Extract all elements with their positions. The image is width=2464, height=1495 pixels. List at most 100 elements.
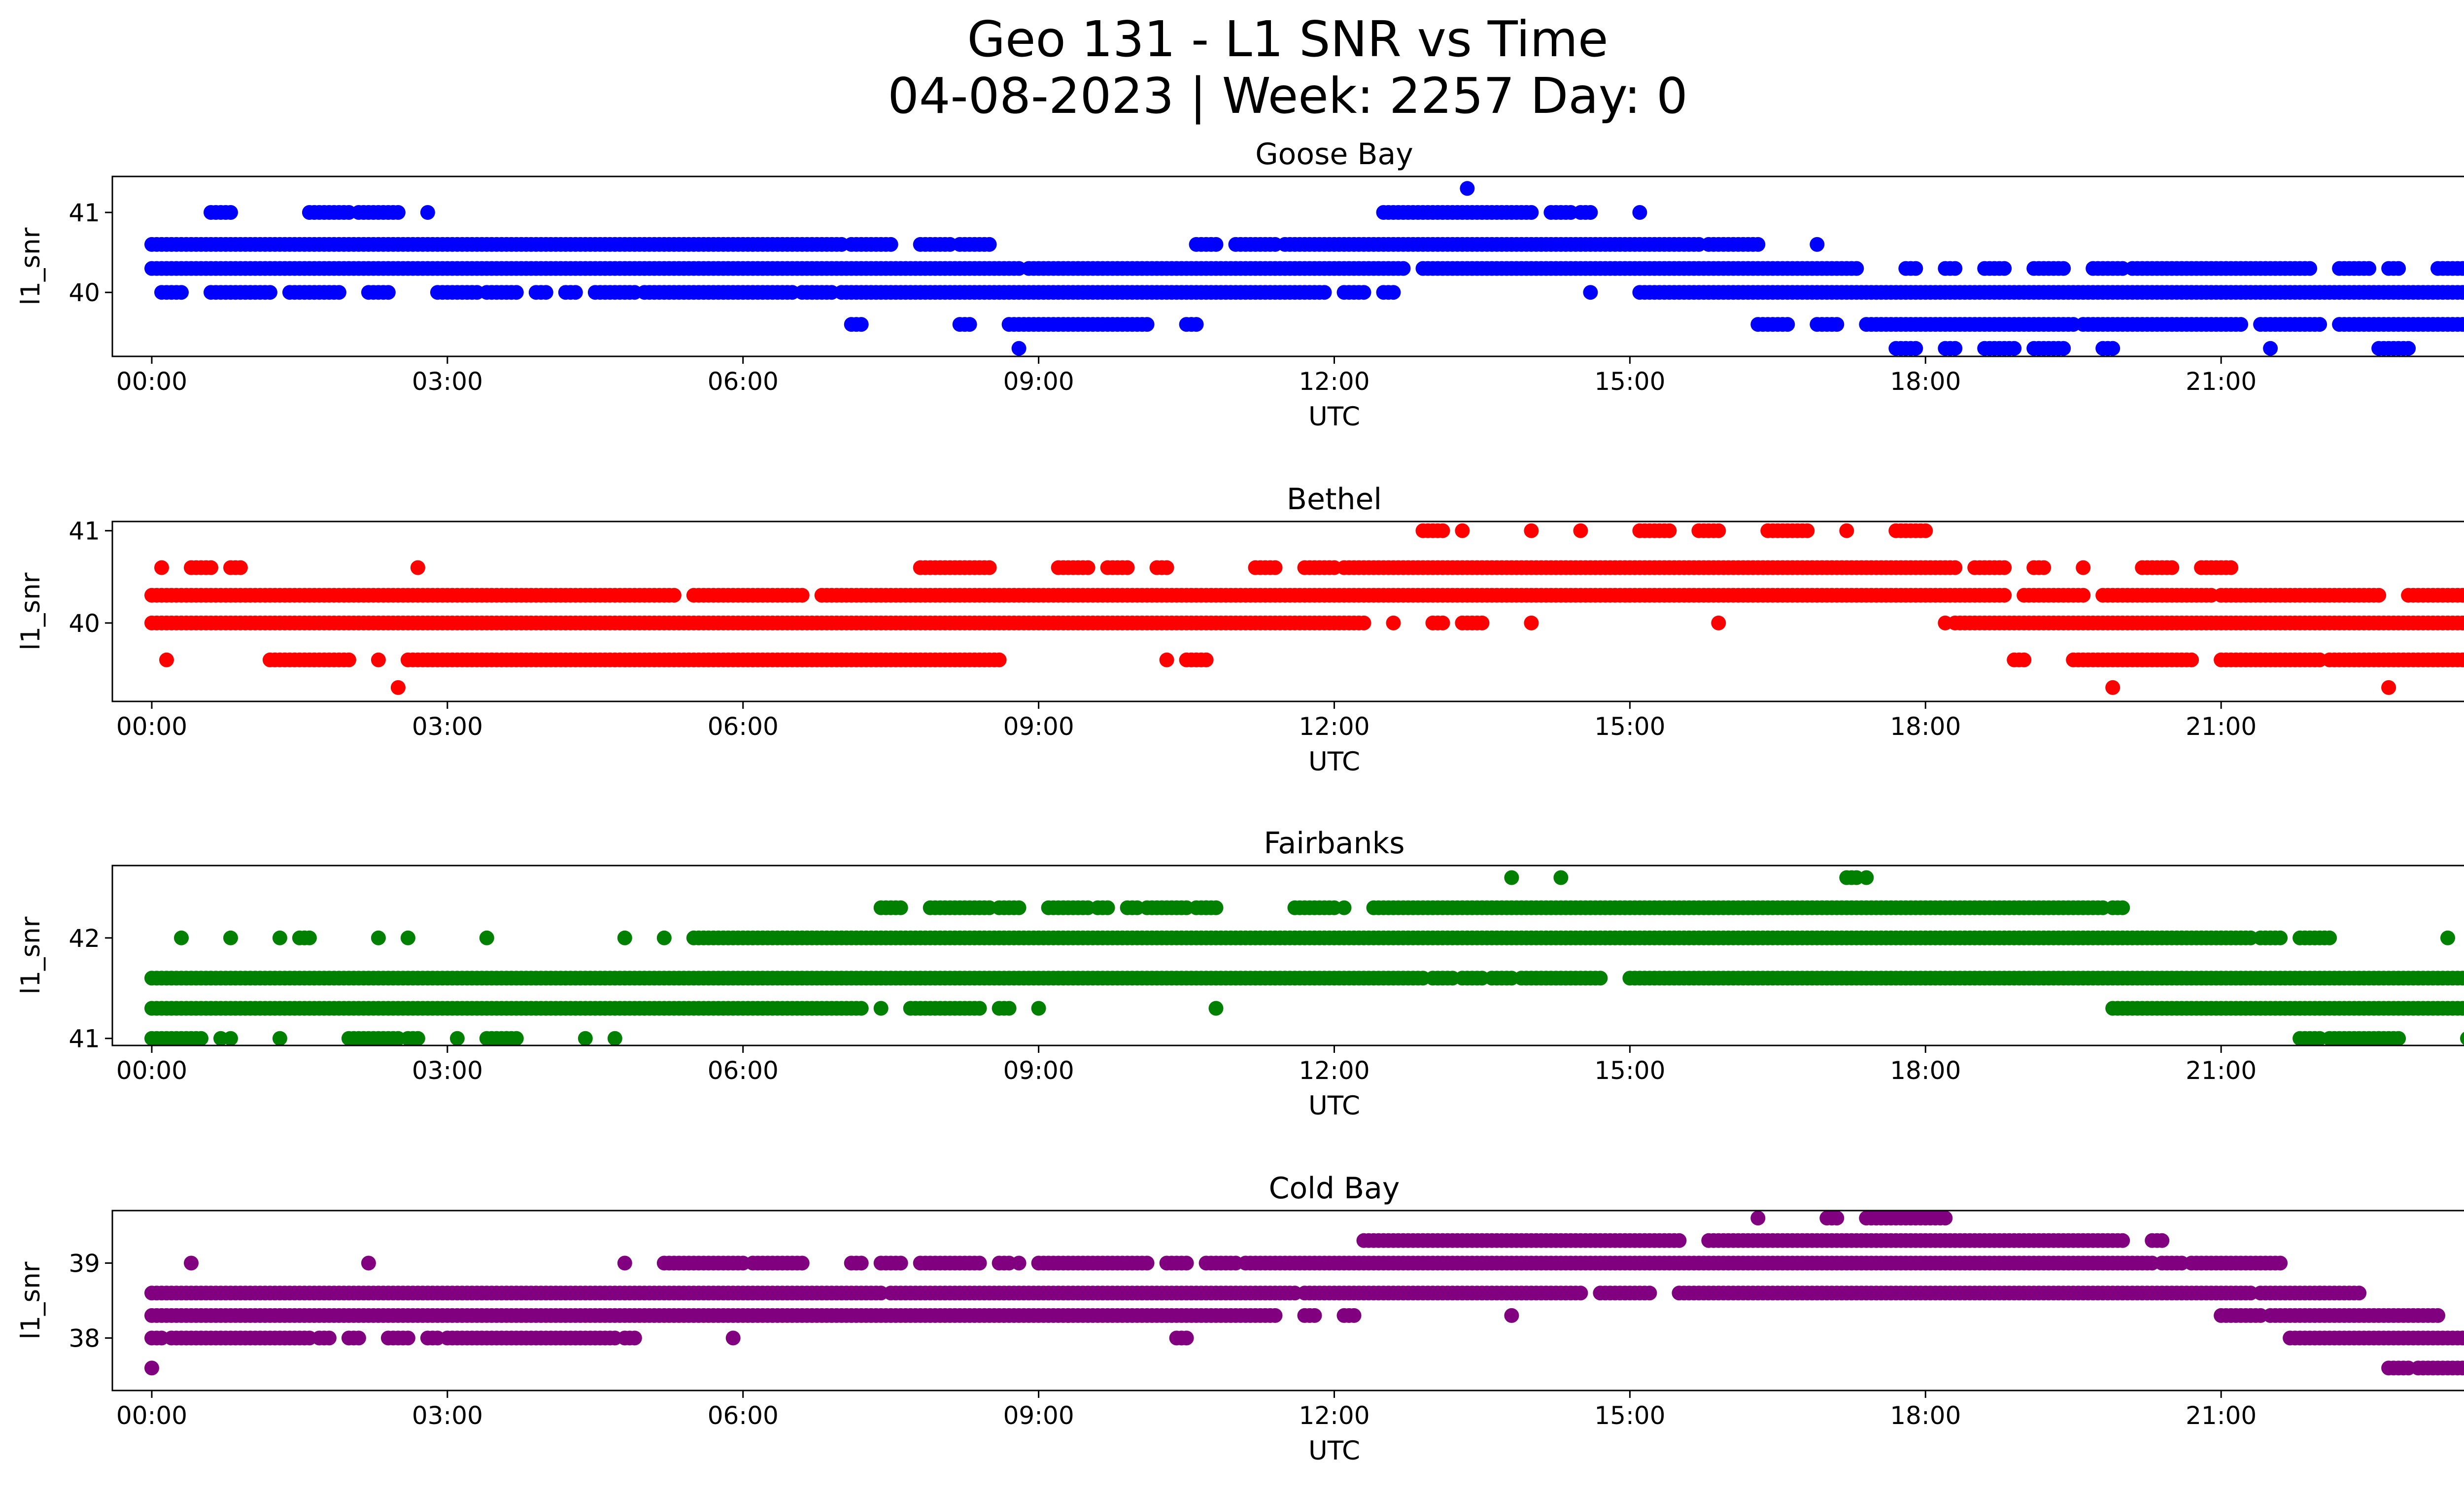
data-point: [972, 1001, 987, 1016]
data-point: [1356, 285, 1371, 300]
data-point: [1011, 341, 1027, 356]
data-point: [1386, 285, 1401, 300]
data-point: [1267, 1308, 1283, 1323]
data-point: [400, 930, 415, 945]
data-point: [2460, 972, 2464, 985]
data-point: [390, 205, 406, 220]
x-tick-label: 00:00: [116, 1056, 187, 1085]
data-point: [420, 205, 435, 220]
data-point: [1435, 615, 1450, 630]
data-point: [371, 930, 386, 945]
data-point: [1208, 1001, 1224, 1016]
data-point: [1120, 560, 1135, 575]
x-axis-label: UTC: [1308, 1091, 1360, 1121]
x-tick-label: 09:00: [1003, 1056, 1074, 1085]
data-point: [1662, 523, 1677, 538]
data-point: [184, 1255, 199, 1271]
data-point: [1159, 652, 1174, 667]
data-point: [2460, 317, 2464, 331]
data-point: [194, 1031, 208, 1045]
data-point: [1524, 205, 1539, 220]
data-point: [1504, 1308, 1519, 1323]
data-point: [509, 285, 524, 300]
data-point: [1839, 523, 1854, 538]
data-point: [204, 560, 218, 575]
data-point: [617, 1255, 632, 1271]
data-point: [2391, 1031, 2406, 1045]
data-point: [1139, 317, 1155, 332]
data-point: [410, 1031, 425, 1045]
data-point: [854, 1001, 869, 1016]
x-tick-label: 15:00: [1594, 1056, 1665, 1085]
x-tick-label: 09:00: [1003, 712, 1074, 741]
data-point: [1198, 652, 1214, 667]
data-point: [794, 588, 810, 603]
data-point: [1859, 870, 1874, 885]
x-tick-label: 12:00: [1299, 712, 1369, 741]
data-point: [154, 560, 169, 575]
x-tick-label: 21:00: [2186, 367, 2257, 396]
data-point: [1100, 900, 1115, 915]
data-point: [2233, 317, 2249, 332]
data-point: [1159, 560, 1174, 575]
data-point: [1524, 523, 1539, 538]
data-point: [361, 1255, 376, 1271]
data-point: [1948, 341, 1963, 356]
y-axis-label: l1_snr: [16, 572, 46, 650]
data-point: [1573, 523, 1588, 538]
data-point: [1642, 1286, 1657, 1301]
data-point: [1356, 615, 1371, 630]
data-point: [666, 588, 682, 603]
x-tick-label: 21:00: [2186, 712, 2257, 741]
scatter-points: [144, 181, 2464, 356]
data-point: [1632, 205, 1647, 220]
data-point: [223, 205, 238, 220]
data-point: [1524, 615, 1539, 630]
y-tick-label: 41: [68, 1025, 100, 1053]
data-point: [2460, 285, 2464, 299]
data-point: [174, 930, 189, 945]
data-point: [1810, 237, 1825, 252]
data-point: [1849, 261, 1864, 276]
data-point: [1001, 1001, 1017, 1016]
data-point: [2322, 930, 2337, 945]
data-point: [233, 560, 248, 575]
panel-title: Goose Bay: [1255, 137, 1413, 172]
data-point: [2460, 1331, 2464, 1345]
x-tick-label: 00:00: [116, 712, 187, 741]
data-point: [2440, 930, 2455, 945]
figure-title: Geo 131 - L1 SNR vs Time: [967, 10, 1608, 68]
data-point: [509, 1031, 524, 1045]
data-point: [1346, 1308, 1362, 1323]
data-point: [2224, 560, 2239, 575]
data-point: [1593, 971, 1608, 986]
data-point: [2352, 1286, 2367, 1301]
data-point: [854, 317, 869, 332]
data-point: [1908, 261, 1923, 276]
x-tick-label: 18:00: [1890, 1056, 1961, 1085]
data-point: [321, 1330, 337, 1346]
data-point: [992, 652, 1007, 667]
data-point: [1396, 261, 1411, 276]
data-point: [2361, 261, 2377, 276]
data-point: [302, 930, 317, 945]
x-tick-label: 06:00: [708, 1056, 779, 1085]
data-point: [2164, 560, 2180, 575]
data-point: [1829, 317, 1845, 332]
plot-frame: [111, 865, 2464, 1046]
data-point: [1997, 261, 2012, 276]
data-point: [607, 1031, 622, 1045]
data-point: [578, 1031, 593, 1045]
data-point: [2007, 341, 2022, 356]
x-tick-label: 18:00: [1890, 712, 1961, 741]
data-point: [1908, 341, 1923, 356]
data-point: [2401, 341, 2416, 356]
data-point: [390, 680, 406, 695]
data-point: [1208, 900, 1224, 915]
y-tick-label: 41: [68, 199, 100, 227]
data-point: [1948, 560, 1963, 575]
data-point: [371, 652, 386, 667]
